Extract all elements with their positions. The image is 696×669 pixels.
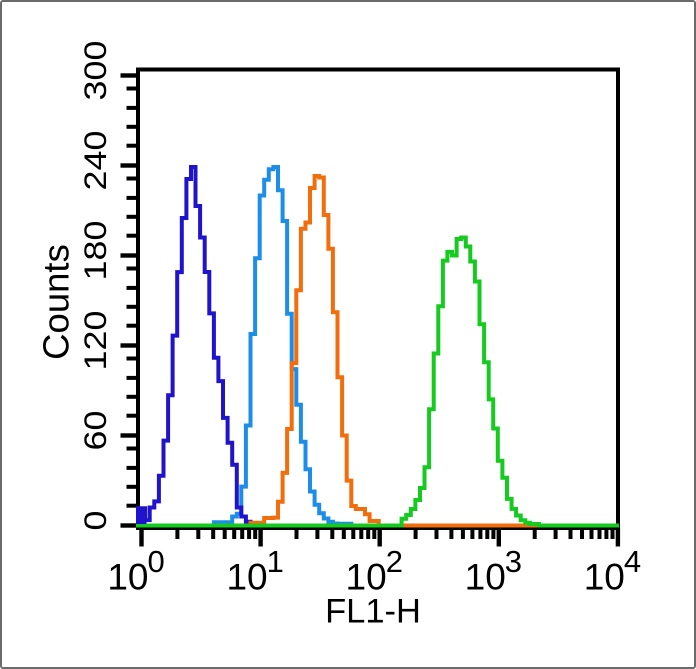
svg-text:0: 0 — [148, 544, 165, 579]
svg-text:10: 10 — [465, 557, 506, 598]
svg-text:120: 120 — [78, 311, 113, 371]
svg-text:0: 0 — [78, 511, 113, 531]
svg-text:FL1-H: FL1-H — [325, 593, 421, 631]
svg-text:1: 1 — [267, 544, 284, 579]
svg-text:Counts: Counts — [36, 244, 77, 360]
svg-text:10: 10 — [346, 557, 387, 598]
svg-text:180: 180 — [78, 221, 113, 281]
svg-text:60: 60 — [78, 411, 113, 451]
svg-text:10: 10 — [226, 557, 267, 598]
svg-text:3: 3 — [505, 544, 522, 579]
svg-text:300: 300 — [78, 41, 113, 101]
svg-text:240: 240 — [78, 131, 113, 191]
svg-text:2: 2 — [386, 544, 403, 579]
svg-text:4: 4 — [624, 544, 641, 579]
svg-text:10: 10 — [107, 557, 148, 598]
svg-text:10: 10 — [584, 557, 625, 598]
